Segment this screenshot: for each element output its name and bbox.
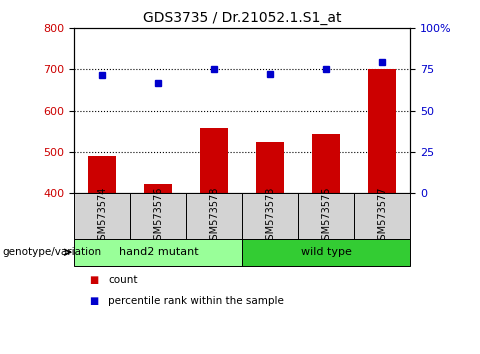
Bar — [201, 128, 228, 193]
Bar — [88, 156, 117, 193]
Bar — [74, 239, 242, 266]
Text: GSM573573: GSM573573 — [265, 186, 276, 246]
Bar — [299, 193, 354, 239]
Text: GSM573578: GSM573578 — [209, 186, 219, 246]
Bar — [74, 193, 131, 239]
Text: ■: ■ — [89, 275, 98, 285]
Text: count: count — [108, 275, 137, 285]
Text: GSM573576: GSM573576 — [154, 186, 163, 246]
Text: hand2 mutant: hand2 mutant — [119, 247, 198, 257]
Bar — [242, 239, 410, 266]
Bar — [312, 134, 340, 193]
Bar — [131, 193, 186, 239]
Bar — [186, 193, 242, 239]
Text: genotype/variation: genotype/variation — [2, 247, 102, 257]
Bar — [354, 193, 410, 239]
Text: ■: ■ — [89, 296, 98, 306]
Bar — [256, 142, 284, 193]
Text: GSM573577: GSM573577 — [377, 186, 387, 246]
Text: wild type: wild type — [301, 247, 352, 257]
Bar — [242, 193, 299, 239]
Bar — [369, 69, 396, 193]
Text: percentile rank within the sample: percentile rank within the sample — [108, 296, 284, 306]
Bar — [144, 184, 172, 193]
Title: GDS3735 / Dr.21052.1.S1_at: GDS3735 / Dr.21052.1.S1_at — [143, 11, 342, 24]
Text: GSM573574: GSM573574 — [97, 186, 108, 246]
Text: GSM573575: GSM573575 — [322, 186, 331, 246]
